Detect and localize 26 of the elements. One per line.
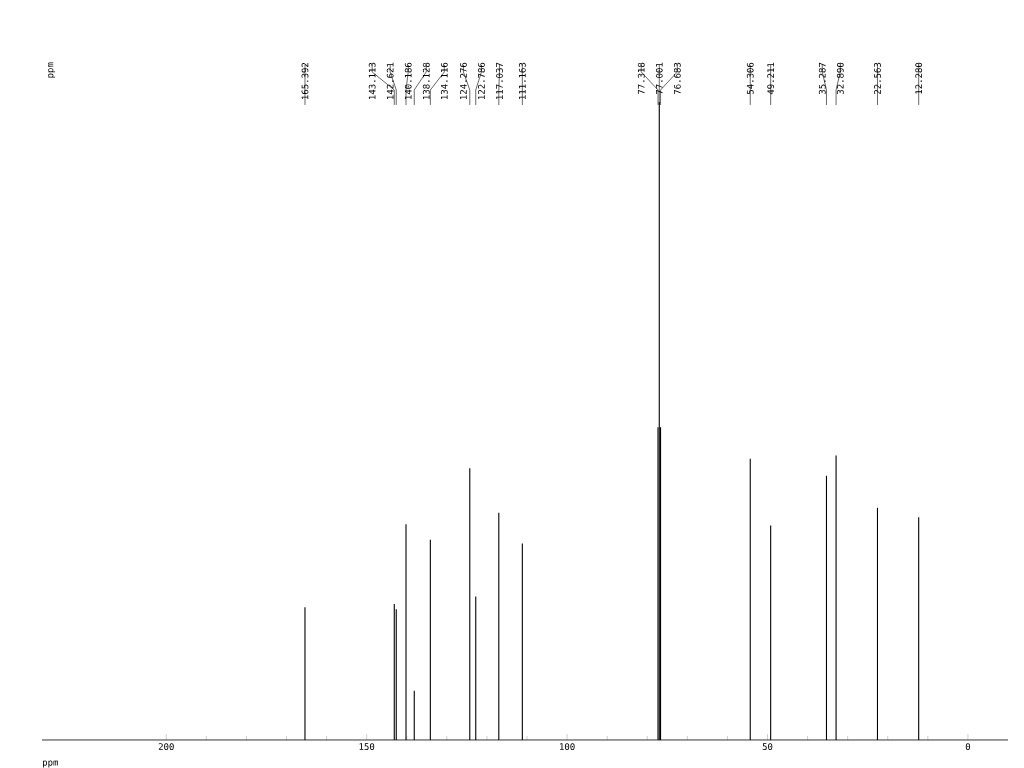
text: 138.128: [422, 62, 430, 100]
text: 140.186: [404, 62, 412, 100]
text: 35.287: [818, 62, 826, 95]
x-axis-title: ppm: [43, 760, 59, 768]
text: 142.621: [386, 62, 394, 100]
text: ppm: [48, 62, 56, 78]
text: 76.683: [673, 62, 681, 95]
x-tick-label: 200: [158, 743, 174, 750]
text: 122.786: [478, 62, 485, 100]
text: 134.116: [440, 62, 448, 100]
x-tick-label: 50: [762, 743, 773, 750]
text: 32.890: [836, 62, 844, 95]
text: 124.276: [459, 62, 467, 100]
x-tick-label: 100: [560, 743, 575, 750]
text: 12.280: [915, 62, 923, 94]
text: 111.163: [518, 62, 526, 100]
x-tick-label: 150: [359, 743, 375, 750]
text: 54.306: [746, 62, 754, 95]
text: 117.037: [496, 62, 503, 100]
text: 22.563: [874, 62, 881, 95]
text: 77.318: [637, 62, 645, 95]
text: 143.113: [368, 62, 376, 100]
x-tick-label: 0: [965, 743, 971, 750]
text: 165.392: [301, 62, 309, 100]
text: 77.001: [655, 62, 663, 95]
text: 49.211: [767, 62, 775, 95]
